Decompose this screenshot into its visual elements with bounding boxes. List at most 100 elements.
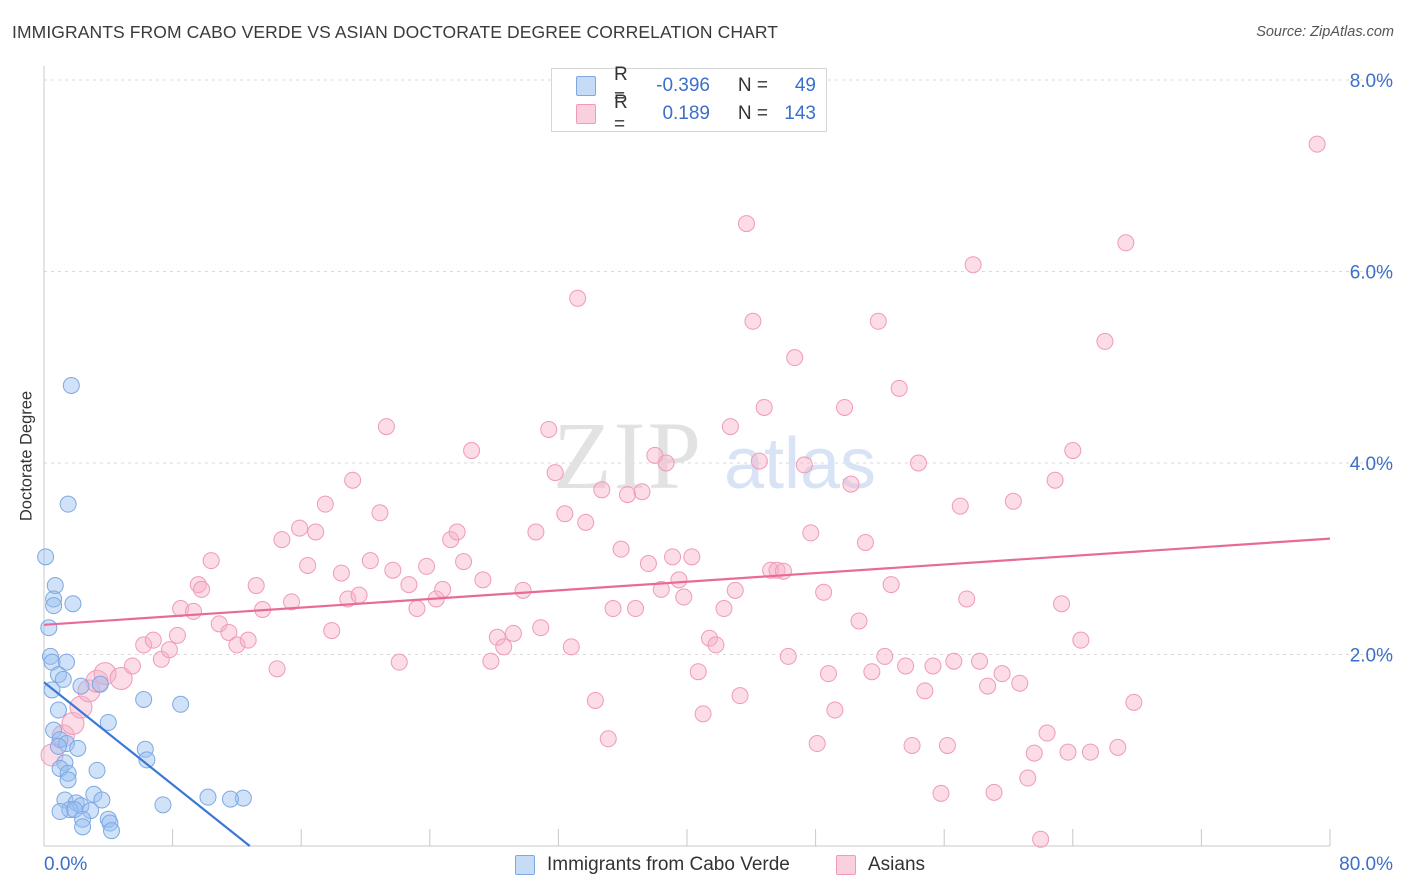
cabo-verde-points xyxy=(37,376,252,840)
asians-point xyxy=(323,622,341,640)
cabo-verde-point xyxy=(234,789,252,807)
cabo-verde-point xyxy=(49,666,67,684)
y-tick-label: 6.0% xyxy=(1350,263,1393,284)
asians-point xyxy=(239,631,257,649)
asians-point xyxy=(1025,744,1043,762)
asians-point xyxy=(135,636,153,654)
asians-point xyxy=(1038,724,1056,742)
asians-point xyxy=(474,571,492,589)
asians-point xyxy=(400,576,418,594)
asians-point xyxy=(779,647,797,665)
cabo-verde-point xyxy=(135,691,153,709)
legend-r-value: -0.396 xyxy=(656,75,710,96)
asians-point xyxy=(795,456,813,474)
asians-point xyxy=(1072,631,1090,649)
y-tick-label: 2.0% xyxy=(1350,646,1393,667)
cabo-verde-point xyxy=(45,597,63,615)
asians-point xyxy=(909,454,927,472)
asians-point xyxy=(869,312,887,330)
cabo-verde-point xyxy=(49,701,67,719)
asians-point xyxy=(744,312,762,330)
asians-point xyxy=(1046,471,1064,489)
watermark: ZIP atlas xyxy=(553,402,876,509)
asians-point xyxy=(612,540,630,558)
legend-swatch-cabo-verde xyxy=(576,76,596,96)
asians-points xyxy=(40,135,1326,848)
asians-point xyxy=(945,652,963,670)
chart-title: IMMIGRANTS FROM CABO VERDE VS ASIAN DOCT… xyxy=(12,22,779,42)
asians-point xyxy=(707,636,725,654)
asians-point xyxy=(109,666,133,690)
asians-point xyxy=(332,564,350,582)
asians-point xyxy=(675,588,693,606)
series-legend: Immigrants from Cabo Verde Asians xyxy=(0,852,1406,878)
axes xyxy=(43,66,1331,847)
asians-point xyxy=(1004,492,1022,510)
cabo-verde-point xyxy=(51,759,69,777)
asians-point xyxy=(938,736,956,754)
cabo-verde-point xyxy=(74,818,92,836)
asians-point xyxy=(593,481,611,499)
asians-point xyxy=(819,665,837,683)
asians-point xyxy=(189,576,207,594)
asians-point xyxy=(344,471,362,489)
asians-point xyxy=(307,523,325,541)
asians-point xyxy=(1109,738,1127,756)
asians-point xyxy=(316,495,334,513)
asians-point xyxy=(569,289,587,307)
asians-point xyxy=(247,577,265,595)
asians-point xyxy=(836,398,854,416)
cabo-verde-point xyxy=(46,577,64,595)
legend-n-label: N = xyxy=(737,75,768,96)
legend-item-cabo-verde: Immigrants from Cabo Verde xyxy=(515,852,790,878)
asians-point xyxy=(1019,769,1037,787)
asians-point xyxy=(384,561,402,579)
asians-point xyxy=(657,454,675,472)
asians-point xyxy=(1117,234,1135,252)
asians-point xyxy=(77,679,101,703)
legend-swatch-cabo-verde xyxy=(515,855,535,875)
asians-point xyxy=(694,705,712,723)
asians-point xyxy=(418,557,436,575)
cabo-verde-point xyxy=(56,754,74,772)
x-tick-label: 0.0% xyxy=(44,854,87,875)
legend-r-value: 0.189 xyxy=(662,103,710,124)
asians-point xyxy=(1011,674,1029,692)
asians-point xyxy=(1059,743,1077,761)
asians-point xyxy=(882,576,900,594)
asians-point xyxy=(1032,830,1050,848)
watermark-zip: ZIP xyxy=(553,402,703,509)
cabo-verde-point xyxy=(69,739,87,757)
legend-row-asians: R = 0.189 N = 143 xyxy=(576,92,816,135)
asians-point xyxy=(721,418,739,436)
cabo-verde-point xyxy=(64,595,82,613)
cabo-verde-point xyxy=(59,495,77,513)
cabo-verde-point xyxy=(45,721,63,739)
cabo-verde-point xyxy=(103,822,121,840)
asians-point xyxy=(527,523,545,541)
asians-point xyxy=(774,562,792,580)
cabo-verde-point xyxy=(154,796,172,814)
asians-point xyxy=(755,398,773,416)
asians-point xyxy=(627,600,645,618)
asians-point xyxy=(815,583,833,601)
asians-point xyxy=(683,548,701,566)
asians-point xyxy=(283,593,301,611)
asians-point xyxy=(890,379,908,397)
legend-label-cabo-verde: Immigrants from Cabo Verde xyxy=(547,854,790,875)
cabo-verde-point xyxy=(138,751,156,769)
cabo-verde-point xyxy=(51,803,69,821)
cabo-verde-point xyxy=(88,761,106,779)
x-tick-label: 80.0% xyxy=(1339,854,1393,875)
asians-point xyxy=(546,464,564,482)
asians-point xyxy=(577,513,595,531)
cabo-verde-trend-line xyxy=(43,681,251,847)
asians-point xyxy=(979,677,997,695)
asians-point xyxy=(268,660,286,678)
asians-point xyxy=(434,580,452,598)
asians-point xyxy=(726,581,744,599)
cabo-verde-point xyxy=(221,790,239,808)
cabo-verde-point xyxy=(49,737,67,755)
asians-point xyxy=(826,701,844,719)
asians-point xyxy=(299,556,317,574)
